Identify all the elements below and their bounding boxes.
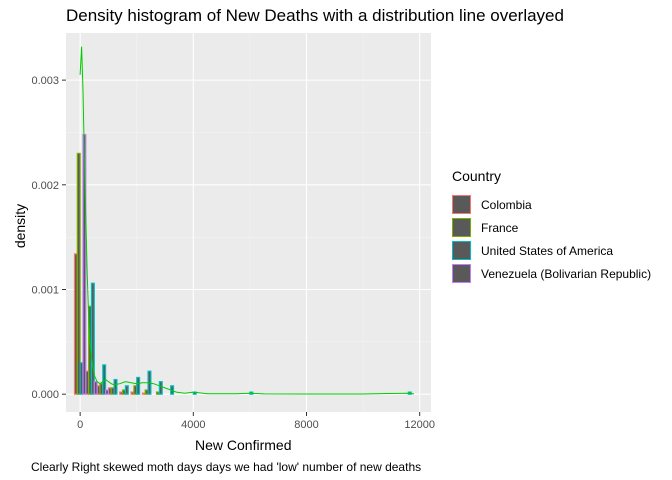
x-tick-label: 12000 bbox=[404, 419, 435, 431]
bar-united-states-of-america bbox=[90, 282, 95, 395]
x-tick-label: 8000 bbox=[294, 419, 318, 431]
bar-france bbox=[76, 152, 81, 395]
y-tick-label: 0.003 bbox=[31, 75, 59, 87]
panel-background bbox=[66, 33, 431, 412]
chart-title: Density histogram of New Deaths with a d… bbox=[66, 6, 564, 25]
legend-label-france: France bbox=[481, 220, 519, 235]
legend-label-usa: United States of America bbox=[481, 243, 614, 258]
bar-united-states-of-america bbox=[158, 381, 163, 395]
chart-caption: Clearly Right skewed moth days days we h… bbox=[31, 460, 422, 474]
legend-item-usa: United States of America bbox=[452, 239, 651, 262]
legend-key-usa bbox=[452, 241, 471, 260]
legend-item-venezuela: Venezuela (Bolivarian Republic) bbox=[452, 262, 651, 285]
x-axis-label: New Confirmed bbox=[195, 437, 292, 453]
legend-item-colombia: Colombia bbox=[452, 193, 651, 216]
legend-key-france bbox=[452, 218, 471, 237]
legend-label-colombia: Colombia bbox=[481, 197, 532, 212]
y-tick-label: 0.000 bbox=[31, 389, 59, 401]
bar-venezuela-bolivarian-republic bbox=[105, 389, 110, 395]
density-line bbox=[79, 46, 415, 395]
bar-venezuela-bolivarian-republic bbox=[93, 381, 98, 395]
bar-united-states-of-america bbox=[124, 385, 129, 395]
x-tick-label: 0 bbox=[77, 419, 83, 431]
legend-title: Country bbox=[452, 168, 502, 184]
bar-united-states-of-america bbox=[136, 376, 141, 395]
legend-key-colombia bbox=[452, 195, 471, 214]
legend-item-france: France bbox=[452, 216, 651, 239]
legend-label-venezuela: Venezuela (Bolivarian Republic) bbox=[481, 266, 652, 281]
y-tick-label: 0.001 bbox=[31, 285, 59, 297]
x-tick-label: 4000 bbox=[181, 419, 205, 431]
bar-united-states-of-america bbox=[113, 378, 118, 395]
y-axis-label: density bbox=[12, 203, 28, 249]
y-tick-label: 0.002 bbox=[31, 180, 59, 192]
legend: Country Colombia France United States of… bbox=[452, 168, 651, 285]
legend-key-venezuela bbox=[452, 264, 471, 283]
